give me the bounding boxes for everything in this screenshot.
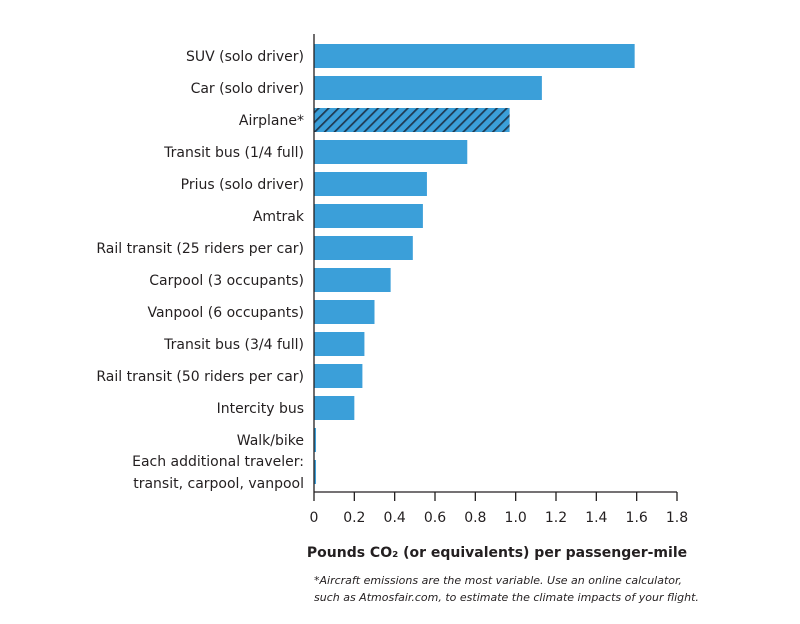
bar-12 (314, 428, 317, 452)
x-tick-label-8: 1.6 (626, 510, 648, 526)
bars-group (314, 44, 635, 484)
category-label-11: Intercity bus (217, 401, 304, 417)
category-label-0: SUV (solo driver) (186, 49, 304, 65)
category-label-12: Walk/bike (237, 433, 304, 449)
x-tick-label-0: 0 (310, 510, 319, 526)
category-label-line: Rail transit (25 riders per car) (96, 241, 304, 257)
category-label-9: Transit bus (3/4 full) (163, 337, 304, 353)
category-label-line: Each additional traveler: (132, 454, 304, 470)
bar-4 (314, 172, 427, 196)
bar-13 (314, 460, 317, 484)
footnote: *Aircraft emissions are the most variabl… (314, 572, 784, 606)
bar-6 (314, 236, 413, 260)
category-label-7: Carpool (3 occupants) (149, 273, 304, 289)
x-tick-label-5: 1.0 (505, 510, 527, 526)
category-label-line: Prius (solo driver) (181, 177, 304, 193)
bar-1 (314, 76, 542, 100)
category-label-line: Car (solo driver) (191, 81, 304, 97)
footnote-line-1: *Aircraft emissions are the most variabl… (314, 574, 683, 587)
category-label-line: Transit bus (1/4 full) (163, 145, 304, 161)
bar-11 (314, 396, 355, 420)
category-label-line: Carpool (3 occupants) (149, 273, 304, 289)
category-labels: SUV (solo driver) Car (solo driver) Airpla… (96, 49, 305, 492)
category-label-4: Prius (solo driver) (181, 177, 304, 193)
category-label-line: Walk/bike (237, 433, 304, 449)
bar-3 (314, 140, 468, 164)
bar-0 (314, 44, 635, 68)
x-tick-label-7: 1.4 (585, 510, 607, 526)
category-label-line: Vanpool (6 occupants) (147, 305, 304, 321)
category-label-line: Rail transit (50 riders per car) (96, 369, 304, 385)
category-label-line: Amtrak (253, 209, 305, 225)
x-tick-label-1: 0.2 (343, 510, 365, 526)
category-label-8: Vanpool (6 occupants) (147, 305, 304, 321)
category-label-5: Amtrak (253, 209, 305, 225)
x-tick-label-4: 0.8 (464, 510, 486, 526)
category-label-10: Rail transit (50 riders per car) (96, 369, 304, 385)
category-label-1: Car (solo driver) (191, 81, 304, 97)
bar-chart: SUV (solo driver) Car (solo driver) Airpla… (96, 34, 688, 561)
category-label-line: Transit bus (3/4 full) (163, 337, 304, 353)
x-tick-label-6: 1.2 (545, 510, 567, 526)
bar-7 (314, 268, 391, 292)
x-axis-title: Pounds CO₂ (or equivalents) per passenge… (307, 545, 687, 561)
bar-8 (314, 300, 375, 324)
x-tick-label-3: 0.6 (424, 510, 446, 526)
footnote-line-2: such as Atmosfair.com, to estimate the c… (314, 591, 699, 604)
category-label-line: SUV (solo driver) (186, 49, 304, 65)
category-label-3: Transit bus (1/4 full) (163, 145, 304, 161)
category-label-2: Airplane* (239, 113, 304, 129)
bar-9 (314, 332, 365, 356)
bar-5 (314, 204, 423, 228)
category-label-6: Rail transit (25 riders per car) (96, 241, 304, 257)
bar-10 (314, 364, 363, 388)
axes (313, 34, 677, 493)
category-label-line: Intercity bus (217, 401, 304, 417)
category-label-13: Each additional traveler: transit, carpoo… (132, 454, 304, 492)
x-axis-ticks: 0 0.2 0.4 0.6 0.8 1.0 1.2 1.4 1.6 1.8 (310, 492, 688, 526)
category-label-line: transit, carpool, vanpool (133, 476, 304, 492)
category-label-line: Airplane* (239, 113, 304, 129)
x-tick-label-2: 0.4 (384, 510, 406, 526)
x-tick-label-9: 1.8 (666, 510, 688, 526)
bar-2 (314, 108, 510, 132)
